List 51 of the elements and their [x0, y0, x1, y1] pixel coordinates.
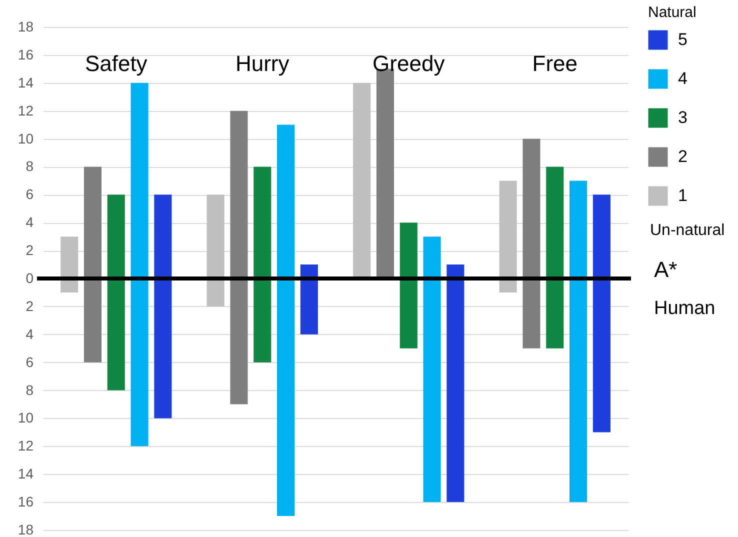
text: Human — [654, 298, 716, 319]
bar — [230, 110, 248, 404]
legend-label: 1 — [678, 186, 688, 205]
y-tick-label: 16 — [18, 46, 34, 62]
bar — [546, 166, 564, 348]
bar — [522, 138, 540, 348]
bar — [570, 180, 588, 502]
y-tick-label: 0 — [26, 270, 34, 286]
y-tick-label: 14 — [18, 466, 34, 482]
y-tick-label: 4 — [26, 214, 34, 230]
bar — [499, 180, 517, 292]
bar — [130, 82, 148, 446]
legend-label: 4 — [678, 69, 688, 88]
legend-title: Natural — [648, 4, 696, 21]
bar — [400, 222, 418, 348]
bar — [254, 166, 272, 362]
y-tick-label: 18 — [18, 18, 34, 34]
y-tick-label: 2 — [26, 298, 34, 314]
legend-label: 2 — [678, 147, 688, 166]
bar — [60, 236, 78, 292]
legend-label: 3 — [678, 108, 688, 127]
bar — [423, 236, 441, 502]
bar — [206, 194, 224, 306]
text: A* — [654, 257, 678, 282]
x-tick-label: Greedy — [372, 51, 445, 76]
y-tick-label: 6 — [26, 186, 34, 202]
y-tick-label: 8 — [26, 158, 34, 174]
y-tick-label: 4 — [26, 326, 34, 342]
text: Un-natural — [650, 222, 725, 239]
y-tick-label: 10 — [18, 410, 34, 426]
y-tick-label: 16 — [18, 494, 34, 510]
y-tick-label: 14 — [18, 74, 34, 90]
bar — [84, 166, 102, 362]
y-tick-label: 6 — [26, 354, 34, 370]
y-tick-label: 10 — [18, 130, 34, 146]
y-tick-label: 12 — [18, 438, 34, 454]
y-tick-label: 18 — [18, 522, 34, 537]
bar — [446, 264, 464, 502]
x-tick-label: Hurry — [235, 51, 290, 76]
bar — [353, 82, 371, 278]
bar — [107, 194, 125, 390]
x-tick-label: Safety — [84, 51, 148, 76]
legend-label: 5 — [678, 30, 688, 49]
bar — [300, 264, 318, 334]
y-tick-label: 2 — [26, 242, 34, 258]
y-tick-label: 8 — [26, 382, 34, 398]
bar — [592, 194, 610, 432]
bar — [154, 194, 172, 418]
x-tick-label: Free — [532, 51, 578, 76]
y-tick-label: 12 — [18, 102, 34, 118]
bar — [277, 124, 295, 516]
